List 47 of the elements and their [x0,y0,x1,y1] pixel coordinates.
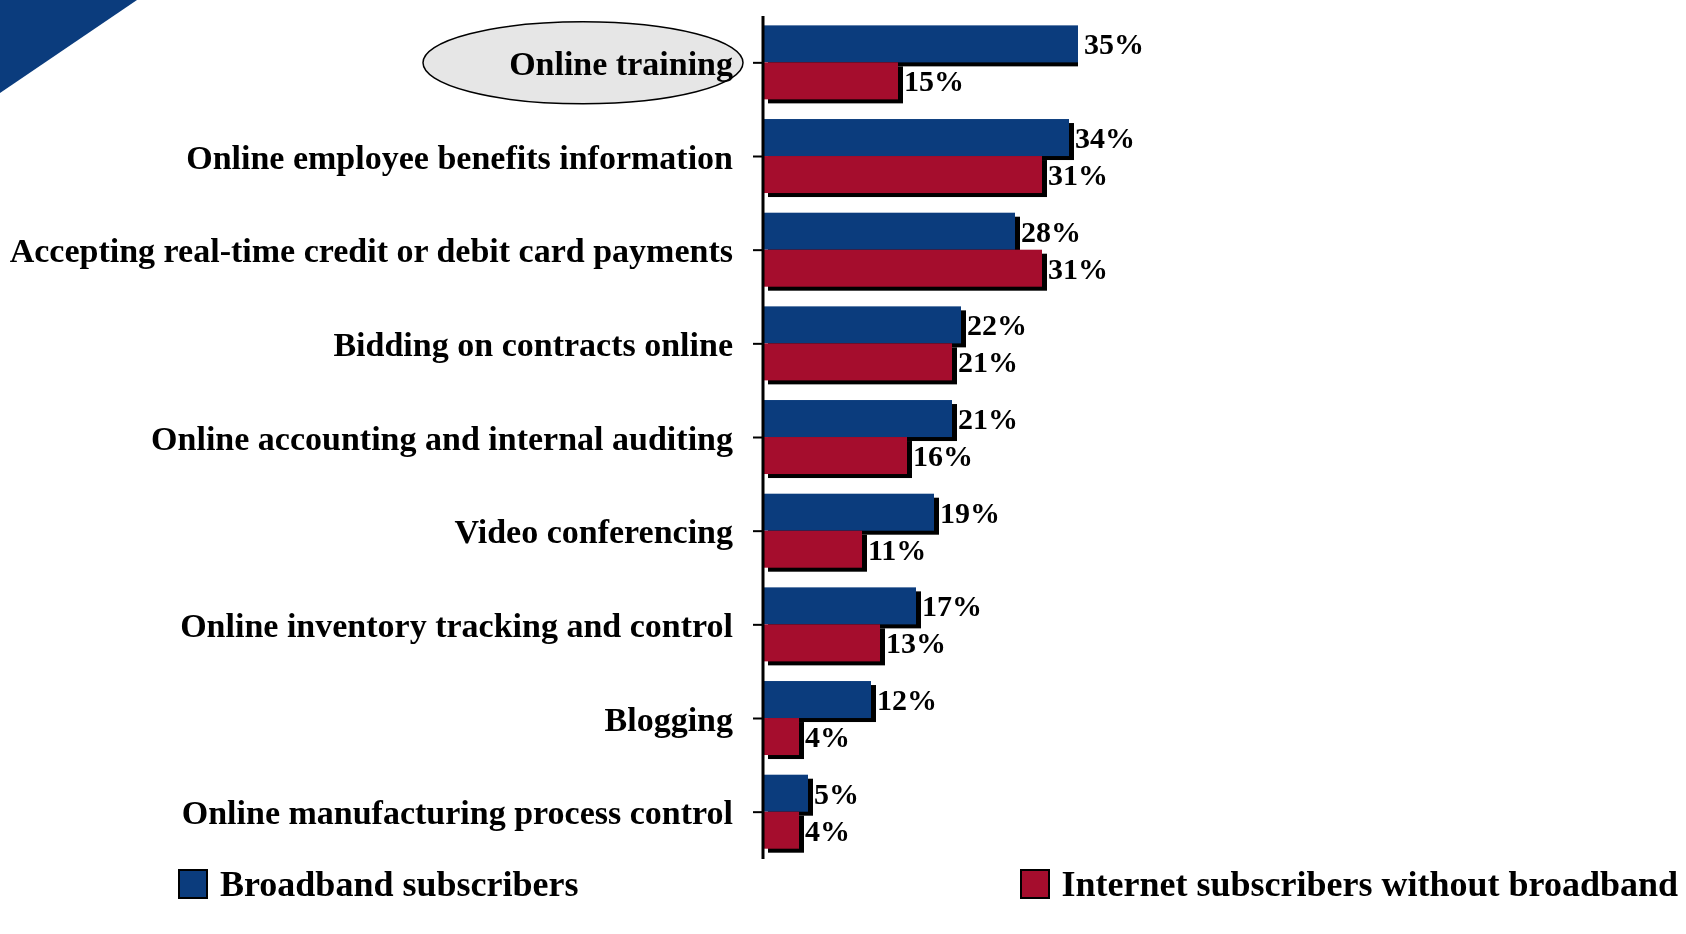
legend-label: Internet subscribers without broadband [1061,863,1678,905]
y-tick-label: Online training [509,44,733,82]
data-label: 16% [913,439,973,473]
bar [763,624,880,662]
bar [763,25,1078,63]
y-tick-label: Online manufacturing process control [181,794,733,832]
y-tick-label: Accepting real-time credit or debit card payments [9,232,733,270]
data-label: 35% [1084,27,1144,61]
data-label: 17% [922,589,982,623]
bar [763,212,1015,250]
bar [763,400,952,438]
bar [763,306,961,344]
bar [763,811,799,849]
bar [763,156,1042,194]
y-tick-label: Video conferencing [454,513,733,551]
bar [763,718,799,756]
bar [763,774,808,812]
data-label: 5% [814,776,859,810]
legend-label: Broadband subscribers [220,863,579,905]
data-label: 12% [877,683,937,717]
bar [763,437,907,475]
y-tick-label: Online employee benefits information [186,138,734,176]
data-label: 21% [958,345,1018,379]
data-label: 34% [1075,121,1135,155]
y-tick-label: Online accounting and internal auditing [151,419,733,457]
data-label: 21% [958,402,1018,436]
bar [763,343,952,381]
data-label: 28% [1021,214,1081,248]
y-tick-label: Bidding on contracts online [333,325,733,363]
bar [763,530,862,568]
bar [763,587,916,625]
y-tick-label: Blogging [604,700,733,738]
bar [763,62,898,100]
data-label: 13% [886,626,946,660]
bar [763,119,1069,157]
data-label: 31% [1048,251,1108,285]
bar [763,493,934,531]
y-tick-label: Online inventory tracking and control [180,606,733,644]
bar [763,249,1042,287]
data-label: 15% [904,64,964,98]
data-label: 4% [805,720,850,754]
data-label: 19% [940,495,1000,529]
data-label: 11% [868,532,927,566]
data-label: 4% [805,813,850,847]
bar [763,681,871,719]
data-label: 22% [967,308,1027,342]
data-label: 31% [1048,158,1108,192]
